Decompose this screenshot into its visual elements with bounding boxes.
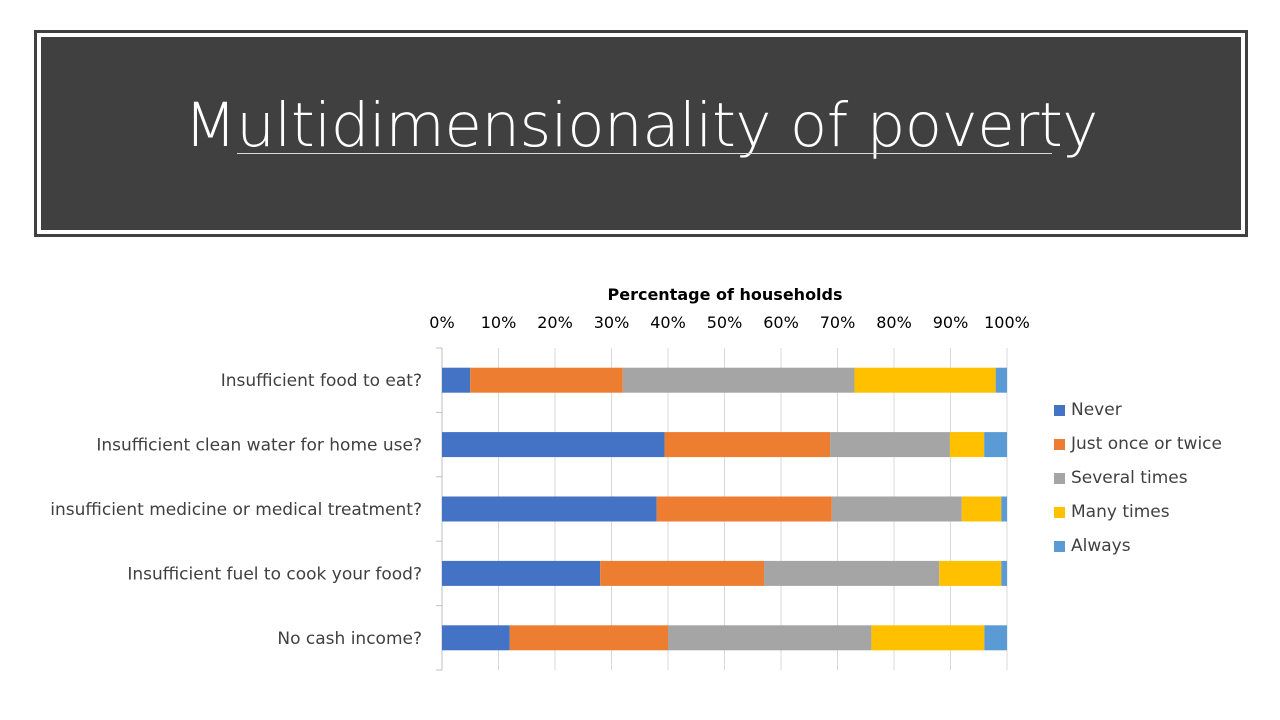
bar-segment-several-times — [668, 625, 872, 651]
x-tick-label: 90% — [933, 313, 969, 332]
bar-segment-several-times — [831, 496, 962, 522]
x-tick-label: 30% — [594, 313, 630, 332]
legend-swatch — [1054, 438, 1065, 450]
legend-item: Never — [1054, 393, 1222, 427]
legend-item: Just once or twice — [1054, 427, 1222, 461]
bar-segment-several-times — [622, 367, 855, 393]
bar-segment-just-once-or-twice — [664, 432, 831, 458]
legend-swatch — [1054, 540, 1065, 552]
category-label: insufficient medicine or medical treatme… — [50, 500, 422, 520]
x-tick-label: 60% — [763, 313, 799, 332]
title-underline — [237, 153, 1052, 154]
x-tick-label: 70% — [820, 313, 856, 332]
bar-segment-always — [1001, 560, 1007, 586]
chart-title: Percentage of households — [607, 285, 842, 304]
category-label: Insufficient clean water for home use? — [96, 436, 422, 456]
category-label: Insufficient fuel to cook your food? — [127, 564, 422, 584]
legend-label: Several times — [1071, 468, 1188, 488]
title-panel: Multidimensionality of poverty — [41, 37, 1241, 230]
bar-segment-many-times — [939, 560, 1002, 586]
bar-segment-never — [442, 560, 601, 586]
legend-label: Always — [1071, 536, 1131, 556]
bar-segment-always — [995, 367, 1007, 393]
x-tick-label: 0% — [429, 313, 454, 332]
legend-swatch — [1054, 404, 1065, 416]
legend-item: Several times — [1054, 461, 1222, 495]
legend-label: Many times — [1071, 502, 1170, 522]
legend-item: Many times — [1054, 495, 1222, 529]
bar-segment-never — [442, 625, 510, 651]
bar-segment-several-times — [830, 432, 950, 458]
bar-segment-just-once-or-twice — [600, 560, 765, 586]
slide-title: Multidimensionality of poverty — [184, 90, 1098, 161]
category-label: No cash income? — [277, 629, 422, 649]
bar-segment-always — [1001, 496, 1007, 522]
title-banner: Multidimensionality of poverty — [34, 30, 1248, 237]
x-tick-label: 50% — [707, 313, 743, 332]
bar-segment-never — [442, 432, 665, 458]
bar-segment-never — [442, 496, 657, 522]
legend-label: Just once or twice — [1071, 434, 1222, 454]
bar-segment-always — [984, 432, 1007, 458]
bar-segment-many-times — [961, 496, 1002, 522]
bar-segment-just-once-or-twice — [470, 367, 623, 393]
category-label: Insufficient food to eat? — [221, 371, 422, 391]
bar-segment-many-times — [854, 367, 996, 393]
x-tick-label: 100% — [984, 313, 1030, 332]
chart-legend: Never Just once or twice Several times Many… — [1054, 393, 1222, 563]
legend-swatch — [1054, 472, 1065, 484]
bar-segment-many-times — [949, 432, 985, 458]
x-tick-label: 40% — [650, 313, 686, 332]
x-tick-label: 20% — [537, 313, 573, 332]
legend-swatch — [1054, 506, 1065, 518]
x-tick-label: 10% — [481, 313, 517, 332]
bar-segment-just-once-or-twice — [656, 496, 832, 522]
x-tick-label: 80% — [876, 313, 912, 332]
bar-segment-just-once-or-twice — [509, 625, 668, 651]
legend-item: Always — [1054, 529, 1222, 563]
bar-segment-never — [442, 367, 471, 393]
bar-segment-always — [984, 625, 1007, 651]
bar-segment-several-times — [764, 560, 940, 586]
legend-label: Never — [1071, 400, 1122, 420]
bar-segment-many-times — [871, 625, 985, 651]
